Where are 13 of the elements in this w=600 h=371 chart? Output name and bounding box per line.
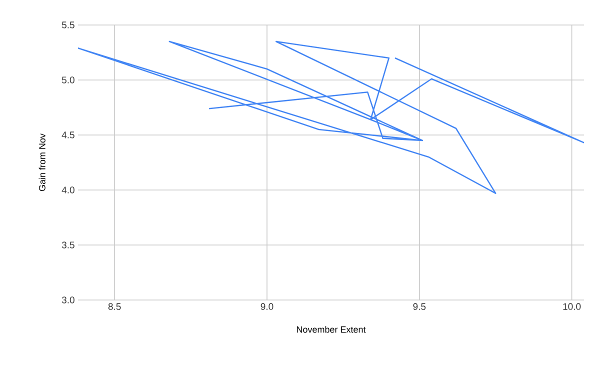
x-tick-label: 9.0 xyxy=(260,303,274,310)
y-tick-label: 5.5 xyxy=(62,22,74,28)
y-tick-label: 5.0 xyxy=(62,76,74,84)
x-tick-label: 9.5 xyxy=(413,303,426,310)
y-axis-title: Gain from Nov xyxy=(38,134,46,192)
y-tick-label: 3.5 xyxy=(62,242,74,248)
x-tick-label: 10.0 xyxy=(563,303,581,310)
y-tick-label: 4.0 xyxy=(62,186,74,194)
y-tick-label: 4.5 xyxy=(62,132,74,138)
x-axis-title: November Extent xyxy=(296,326,366,333)
x-tick-label: 8.5 xyxy=(108,303,121,310)
y-tick-label: 3.0 xyxy=(62,296,74,304)
line-series xyxy=(78,40,584,194)
